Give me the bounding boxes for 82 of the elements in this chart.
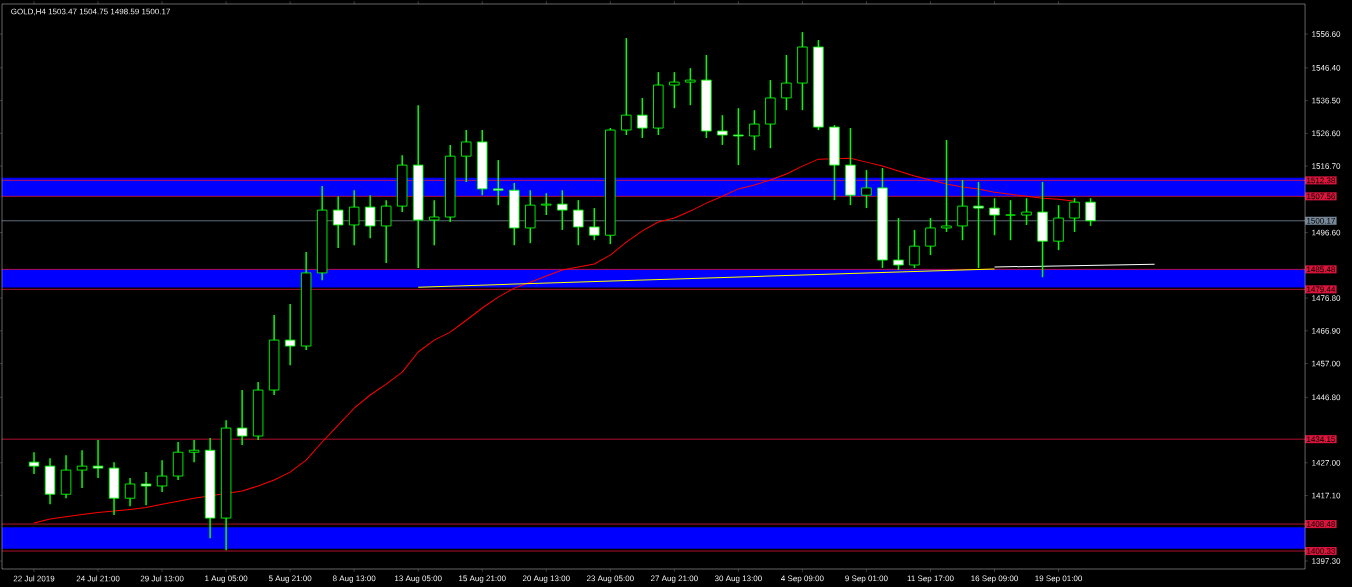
- ref-line-label: 1408.48: [1307, 521, 1336, 527]
- ref-line-label: 1434.15: [1307, 436, 1336, 442]
- y-tick-label: 1397.30: [1312, 558, 1341, 564]
- x-tick-label: 22 Jul 2019: [13, 575, 55, 582]
- candlestick: [909, 229, 920, 269]
- candlestick: [893, 217, 904, 271]
- candlestick: [236, 389, 248, 446]
- x-tick-label: 1 Aug 05:00: [205, 575, 248, 583]
- candlestick: [669, 71, 680, 109]
- candlestick: [957, 179, 968, 241]
- candlestick: [1069, 197, 1080, 233]
- chart-title: GOLD,H4 1503.47 1504.75 1498.59 1500.17: [11, 8, 170, 16]
- y-tick-label: 1556.60: [1312, 31, 1341, 37]
- y-tick-label: 1536.50: [1312, 97, 1341, 104]
- candlestick: [925, 217, 936, 256]
- candlestick: [348, 189, 360, 246]
- candlestick: [637, 97, 648, 139]
- x-tick-label: 20 Aug 13:00: [522, 575, 570, 583]
- candlestick: [1021, 197, 1032, 226]
- y-tick-label: 1417.10: [1312, 492, 1341, 499]
- x-tick-label: 5 Aug 21:00: [268, 575, 312, 583]
- candlestick: [973, 181, 984, 269]
- candlestick: [140, 471, 152, 506]
- x-tick-label: 27 Aug 21:00: [650, 575, 698, 583]
- y-tick-label: 1526.60: [1312, 130, 1341, 137]
- y-tick-label: 1496.60: [1312, 229, 1341, 236]
- x-tick-label: 23 Aug 05:00: [586, 575, 634, 583]
- ref-line-label: 1400.33: [1307, 548, 1336, 554]
- candlestick: [493, 159, 504, 206]
- candlestick: [156, 459, 168, 493]
- x-tick-label: 19 Sep 01:00: [1035, 575, 1083, 583]
- x-tick-label: 11 Sep 17:00: [907, 575, 954, 583]
- ref-line-label: 1507.56: [1307, 193, 1336, 200]
- candlestick: [1005, 199, 1016, 241]
- candlestick: [188, 439, 200, 463]
- y-tick-label: 1476.80: [1312, 295, 1341, 301]
- candlestick: [749, 109, 760, 151]
- candlestick: [733, 107, 744, 166]
- candlestick: [717, 114, 728, 146]
- candlestick: [941, 139, 952, 233]
- candlestick: [172, 441, 184, 481]
- candlestick: [428, 199, 440, 246]
- y-tick-label: 1427.00: [1312, 459, 1341, 466]
- x-tick-label: 16 Sep 09:00: [971, 575, 1018, 583]
- y-tick-label: 1516.70: [1312, 163, 1341, 169]
- candlestick: [621, 37, 632, 136]
- x-tick-label: 8 Aug 13:00: [332, 575, 376, 583]
- ref-line-label: 1512.38: [1307, 177, 1336, 184]
- candlestick: [92, 439, 104, 479]
- ref-line-label: 1485.48: [1307, 266, 1336, 273]
- candlestick: [589, 207, 600, 241]
- y-tick-label: 1466.90: [1312, 328, 1341, 334]
- x-tick-label: 29 Jul 13:00: [140, 575, 184, 582]
- candlestick: [573, 199, 584, 246]
- candlestick: [685, 67, 696, 106]
- candlestick: [124, 477, 136, 507]
- candlestick: [380, 199, 392, 264]
- x-tick-label: 15 Aug 21:00: [459, 575, 506, 583]
- candlestick: [541, 192, 552, 216]
- candlestick: [989, 197, 1000, 236]
- candlestick: [525, 189, 536, 244]
- x-tick-label: 24 Jul 21:00: [76, 575, 120, 582]
- candlestick: [557, 189, 568, 231]
- candlestick: [1085, 197, 1096, 227]
- ref-line-label: 1500.17: [1307, 217, 1335, 224]
- candlestick: [781, 54, 792, 111]
- y-tick-label: 1457.00: [1312, 360, 1341, 367]
- candlestick: [76, 449, 88, 489]
- candlestick: [364, 194, 376, 239]
- candlestick: [332, 195, 344, 249]
- candlestick: [1053, 204, 1064, 251]
- candlestick: [284, 303, 296, 366]
- y-tick-label: 1546.40: [1312, 65, 1341, 71]
- x-tick-label: 4 Sep 09:00: [781, 575, 824, 583]
- y-tick-label: 1446.80: [1312, 394, 1341, 401]
- candlestick: [28, 451, 40, 475]
- x-tick-label: 30 Aug 13:00: [714, 575, 762, 583]
- x-tick-label: 13 Aug 05:00: [395, 575, 442, 583]
- candlestick: [460, 129, 472, 183]
- ref-line-label: 1479.44: [1307, 286, 1336, 293]
- x-tick-label: 9 Sep 01:00: [845, 575, 888, 583]
- candlestick: [861, 169, 872, 209]
